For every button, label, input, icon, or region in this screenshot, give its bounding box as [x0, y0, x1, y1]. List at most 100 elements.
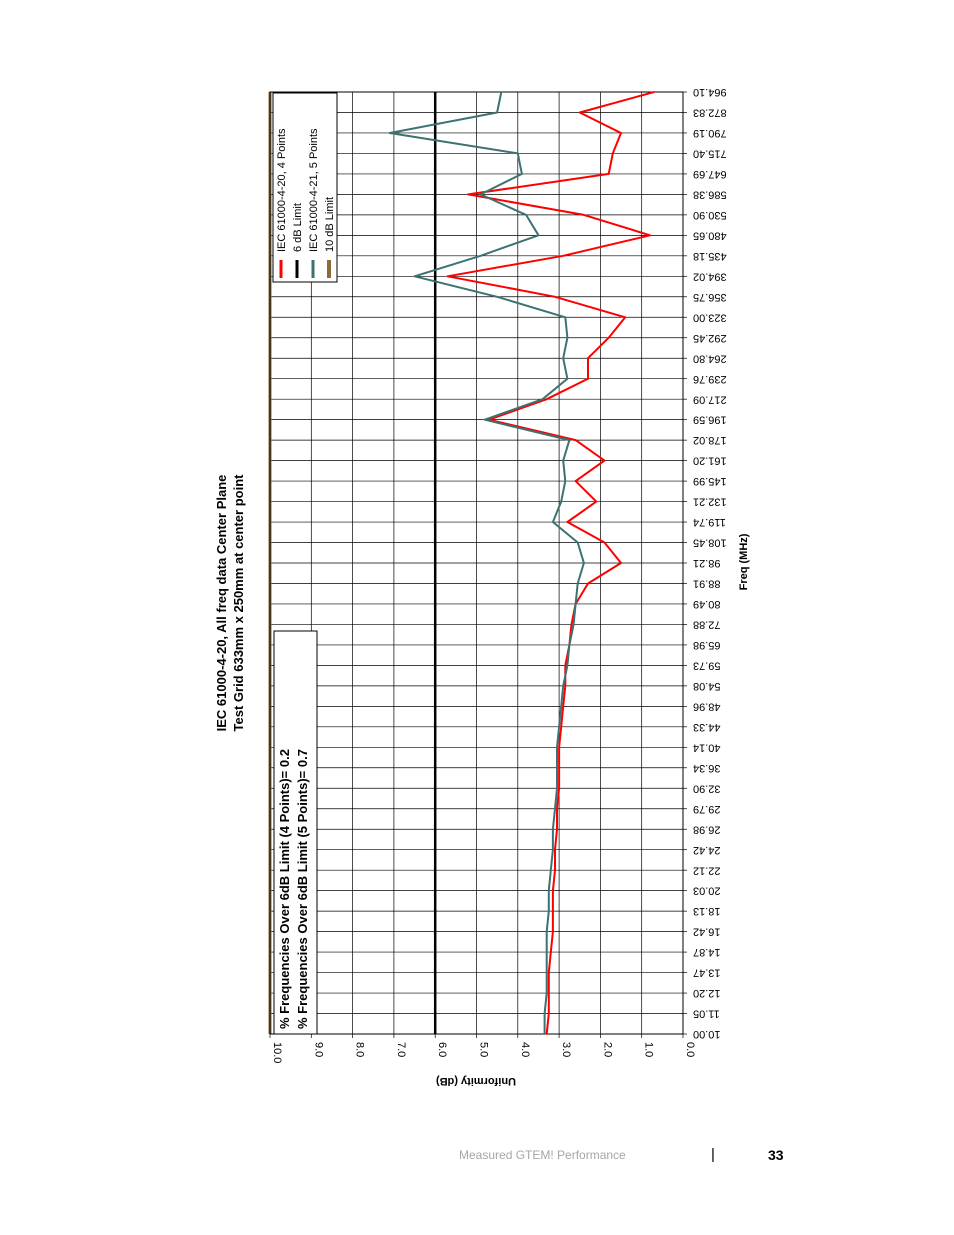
data-point: [388, 132, 391, 134]
data-point: [576, 582, 579, 585]
data-point: [576, 541, 579, 544]
x-tick-label: 29.79: [693, 803, 721, 815]
x-tick-label: 32.90: [693, 782, 721, 794]
data-point: [568, 644, 571, 646]
data-point: [566, 377, 569, 380]
x-tick-label: 323.00: [693, 311, 727, 323]
data-point: [611, 152, 614, 155]
data-point: [574, 480, 577, 482]
data-point: [554, 848, 556, 851]
y-tick-label: 0.0: [684, 1042, 696, 1057]
x-tick-label: 872.83: [693, 107, 727, 119]
data-point: [479, 254, 482, 257]
data-point: [500, 91, 503, 93]
annotation-line-1: % Frequencies Over 6dB Limit (4 Points)=…: [277, 749, 292, 1029]
x-tick-label: 394.02: [693, 270, 727, 282]
y-tick-label: 2.0: [601, 1042, 613, 1057]
data-point: [547, 992, 550, 994]
x-tick-label: 108.45: [693, 537, 727, 549]
data-point: [556, 807, 558, 810]
data-point: [483, 418, 486, 421]
x-tick-label: 54.08: [693, 680, 721, 692]
x-tick-label: 59.73: [693, 659, 721, 671]
data-point: [562, 684, 565, 687]
footer-section-title: Measured GTEM! Performance: [459, 1148, 626, 1162]
data-point: [607, 336, 610, 339]
x-axis-tick-labels: 10.00 11.05 12.20 13.47 14.87 16.42 18.13 20.03…: [693, 86, 727, 1040]
data-point: [562, 254, 565, 257]
footer-separator: |: [711, 1146, 715, 1163]
x-tick-label: 40.14: [693, 741, 721, 753]
chart-subtitle: Test Grid 633mm x 250mm at center point: [231, 474, 246, 732]
data-point: [552, 889, 554, 892]
data-point: [587, 582, 589, 585]
data-point: [595, 500, 598, 503]
data-point: [620, 562, 622, 564]
x-tick-label: 239.76: [693, 373, 727, 385]
data-point: [566, 336, 569, 339]
data-point: [496, 295, 499, 298]
data-point: [564, 684, 567, 687]
annotation-box: % Frequencies Over 6dB Limit (4 Points)=…: [273, 630, 318, 1035]
data-point: [578, 111, 581, 114]
legend-label: 10 dB Limit: [324, 197, 336, 252]
y-tick-label: 8.0: [354, 1042, 366, 1057]
data-point: [556, 828, 558, 831]
data-point: [521, 173, 523, 175]
x-tick-label: 790.19: [693, 127, 727, 139]
data-point: [467, 193, 470, 196]
data-point: [545, 1033, 548, 1035]
x-tick-label: 178.02: [693, 434, 727, 446]
data-point: [549, 869, 552, 872]
data-point: [564, 316, 567, 319]
data-point: [558, 787, 560, 790]
data-point: [541, 398, 544, 401]
data-point: [558, 746, 560, 749]
data-point: [556, 787, 558, 790]
data-point: [582, 562, 585, 564]
data-point: [545, 398, 548, 401]
data-point: [574, 603, 577, 605]
x-tick-label: 119.74: [693, 516, 726, 528]
data-point: [543, 1012, 546, 1015]
y-axis-label: Uniformity (dB): [436, 1075, 516, 1087]
x-tick-label: 196.59: [693, 414, 727, 426]
data-point: [562, 705, 565, 708]
x-tick-label: 26.98: [693, 823, 721, 835]
x-tick-label: 964.10: [693, 86, 727, 98]
x-axis-label: Freq (MHz): [738, 533, 750, 590]
x-tick-label: 10.00: [693, 1028, 721, 1040]
y-tick-label: 6.0: [436, 1042, 448, 1057]
data-point: [558, 725, 560, 728]
x-tick-label: 13.47: [693, 967, 721, 979]
annotation-line-2: % Frequencies Over 6dB Limit (5 Points)=…: [295, 749, 310, 1029]
data-point: [620, 132, 622, 134]
data-point: [552, 848, 554, 851]
data-point: [479, 193, 482, 196]
data-point: [562, 459, 565, 462]
x-tick-label: 586.38: [693, 188, 727, 200]
x-tick-label: 22.12: [693, 864, 721, 876]
x-tick-label: 132.21: [693, 496, 727, 508]
x-tick-label: 356.75: [693, 291, 727, 303]
x-tick-label: 264.80: [693, 352, 727, 364]
legend-label: IEC 61000-4-21, 5 Points: [308, 128, 320, 252]
data-point: [547, 889, 550, 892]
data-point: [547, 971, 550, 974]
y-tick-label: 3.0: [560, 1042, 572, 1057]
x-tick-label: 24.42: [693, 844, 721, 856]
data-point: [558, 766, 560, 769]
data-point: [560, 500, 563, 503]
data-point: [566, 664, 569, 667]
data-series: [388, 91, 655, 1035]
data-point: [525, 213, 527, 216]
y-tick-label: 5.0: [478, 1042, 490, 1057]
x-tick-label: 11.05: [693, 1008, 720, 1020]
x-tick-label: 18.13: [693, 905, 721, 917]
data-point: [496, 111, 499, 114]
data-point: [547, 1012, 550, 1015]
data-point: [566, 521, 569, 523]
data-point: [587, 377, 589, 380]
x-tick-label: 217.09: [693, 393, 727, 405]
data-point: [570, 623, 573, 626]
